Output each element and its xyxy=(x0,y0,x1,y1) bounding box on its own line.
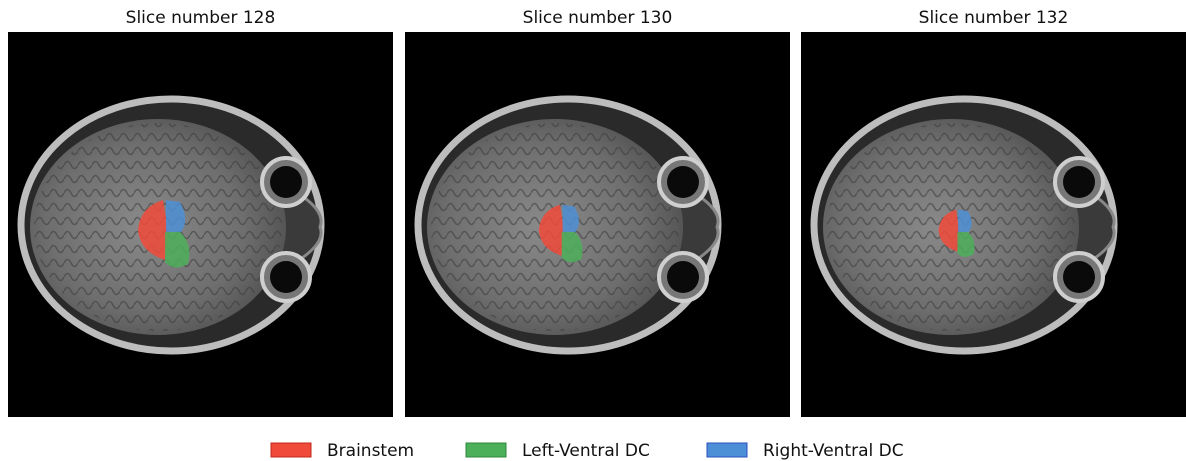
mri-slice xyxy=(801,32,1186,417)
legend-swatch xyxy=(707,443,747,457)
eye xyxy=(1063,261,1095,293)
legend-label: Left-Ventral DC xyxy=(522,441,650,461)
panel-title: Slice number 130 xyxy=(523,8,673,28)
panel-title: Slice number 132 xyxy=(919,8,1069,28)
eye xyxy=(667,261,699,293)
mri-slice xyxy=(8,32,393,417)
figure-canvas: Slice number 128 Slice number 130 Slice nu… xyxy=(0,0,1186,461)
legend-label: Right-Ventral DC xyxy=(763,441,904,461)
panel-title: Slice number 128 xyxy=(126,8,276,28)
eye xyxy=(270,261,302,293)
eye xyxy=(1063,166,1095,198)
eye xyxy=(270,166,302,198)
legend-label: Brainstem xyxy=(327,441,414,461)
eye xyxy=(667,166,699,198)
legend-swatch xyxy=(466,443,506,457)
figure: Slice number 128 Slice number 130 Slice nu… xyxy=(0,0,1186,461)
legend-swatch xyxy=(271,443,311,457)
mri-slice xyxy=(405,32,790,417)
